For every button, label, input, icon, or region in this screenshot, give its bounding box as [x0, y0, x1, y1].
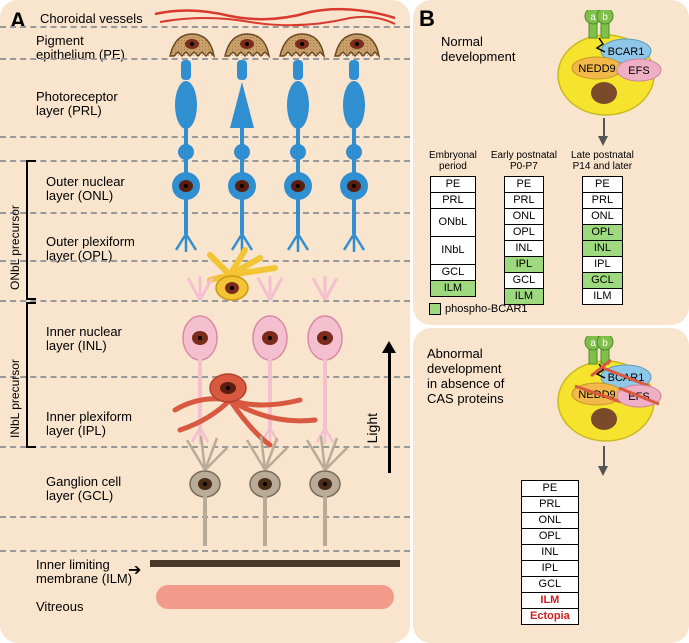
abnormal-cell-svg: BCAR1 NEDD9 EFS a b — [531, 336, 681, 446]
layer-label-prl: Photoreceptor layer (PRL) — [36, 90, 118, 118]
table-cell: ONL — [522, 513, 579, 529]
dev-column: Early postnatal P0-P7PEPRLONLOPLINLIPLGC… — [491, 150, 557, 305]
table-cell: IPL — [583, 257, 623, 273]
arrow-stem-icon — [603, 118, 605, 138]
precursor-bracket — [26, 160, 34, 300]
table-cell: OPL — [504, 225, 544, 241]
precursor-bracket — [26, 302, 34, 448]
table-cell: GCL — [583, 273, 623, 289]
table-cell: ONL — [504, 209, 544, 225]
light-arrow — [382, 341, 396, 473]
table-cell: INL — [522, 545, 579, 561]
table-cell: IPL — [504, 257, 544, 273]
efs-label: EFS — [628, 65, 649, 77]
svg-text:a: a — [590, 338, 596, 349]
table-cell: GCL — [430, 265, 476, 281]
light-label: Light — [364, 413, 380, 443]
panel-a-label: A — [10, 8, 26, 34]
phospho-legend: phospho-BCAR1 — [429, 303, 528, 315]
table-cell: INbL — [430, 237, 476, 265]
ilm-line — [150, 560, 400, 567]
layer-label-vitreous: Vitreous — [36, 600, 83, 614]
table-cell: ILM — [583, 289, 623, 305]
precursor-label: INbL precursor — [8, 312, 22, 438]
column-title: Late postnatal P14 and later — [571, 150, 634, 174]
panel-b-label: B — [419, 6, 435, 32]
arrow-down-icon — [598, 466, 608, 476]
ilm-arrow-icon: ➔ — [128, 560, 141, 580]
table-cell: INL — [504, 241, 544, 257]
vitreous-bar — [156, 585, 394, 609]
precursor-label: ONbL precursor — [8, 170, 22, 290]
dev-column: Embryonal periodPEPRLONbLINbLGCLILM — [429, 150, 477, 305]
table-cell: ONbL — [430, 209, 476, 237]
arrow-down-icon — [598, 136, 608, 146]
table-cell: PE — [504, 177, 544, 193]
svg-text:a: a — [590, 12, 596, 23]
panel-a-drawing — [150, 0, 400, 643]
table-cell: OPL — [522, 529, 579, 545]
dev-stage-table: PEPRLONLOPLINLIPLGCLILM — [504, 176, 545, 305]
table-cell: GCL — [504, 273, 544, 289]
layer-label-onl: Outer nuclear layer (ONL) — [46, 175, 125, 203]
table-cell: PE — [430, 177, 476, 193]
panel-b-bottom: Abnormal development in absence of CAS p… — [413, 328, 689, 643]
layer-label-ilm: Inner limiting membrane (ILM) — [36, 558, 132, 586]
layer-label-ipl: Inner plexiform layer (IPL) — [46, 410, 132, 438]
table-cell: ILM — [430, 281, 476, 297]
abnormal-dev-title: Abnormal development in absence of CAS p… — [427, 346, 504, 406]
panel-b: B Normal development BCAR1 NEDD9 EFS a b — [413, 0, 689, 643]
abnormal-table: PEPRLONLOPLINLIPLGCLILMEctopia — [521, 480, 579, 625]
svg-text:b: b — [602, 12, 608, 23]
layer-label-gcl: Ganglion cell layer (GCL) — [46, 475, 121, 503]
layer-label-opl: Outer plexiform layer (OPL) — [46, 235, 135, 263]
svg-text:b: b — [602, 338, 608, 349]
panel-a: A Choroidal vesselsPigment epithelium (P… — [0, 0, 410, 643]
normal-dev-title: Normal development — [441, 34, 515, 64]
table-cell: PRL — [522, 497, 579, 513]
normal-cell-svg: BCAR1 NEDD9 EFS a b — [531, 10, 681, 120]
table-cell: PE — [583, 177, 623, 193]
table-cell: Ectopia — [522, 609, 579, 625]
layer-label-inl: Inner nuclear layer (INL) — [46, 325, 122, 353]
arrow-stem-icon — [603, 446, 605, 468]
dev-tables: Embryonal periodPEPRLONbLINbLGCLILMEarly… — [429, 150, 634, 305]
table-cell: PRL — [430, 193, 476, 209]
column-title: Embryonal period — [429, 150, 477, 174]
layer-label-choroid: Choroidal vessels — [40, 12, 143, 26]
ganglion-cells — [187, 436, 347, 546]
table-cell: PRL — [504, 193, 544, 209]
table-cell: ILM — [522, 593, 579, 609]
table-cell: PRL — [583, 193, 623, 209]
table-cell: IPL — [522, 561, 579, 577]
table-cell: GCL — [522, 577, 579, 593]
legend-swatch — [429, 303, 441, 315]
column-title: Early postnatal P0-P7 — [491, 150, 557, 174]
abnormal-stage-table: PEPRLONLOPLINLIPLGCLILMEctopia — [521, 480, 579, 625]
table-cell: OPL — [583, 225, 623, 241]
table-cell: INL — [583, 241, 623, 257]
choroidal-vessels — [155, 9, 395, 25]
table-cell: ONL — [583, 209, 623, 225]
rpe-cells — [170, 34, 379, 56]
dev-stage-table: PEPRLONbLINbLGCLILM — [430, 176, 477, 297]
photoreceptors — [172, 60, 368, 252]
retina-svg — [150, 0, 400, 643]
table-cell: PE — [522, 481, 579, 497]
bcar1-label: BCAR1 — [608, 46, 645, 58]
dev-column: Late postnatal P14 and laterPEPRLONLOPLI… — [571, 150, 634, 305]
legend-text: phospho-BCAR1 — [445, 303, 528, 315]
dev-stage-table: PEPRLONLOPLINLIPLGCLILM — [582, 176, 623, 305]
nedd9-label: NEDD9 — [578, 63, 615, 75]
figure: A Choroidal vesselsPigment epithelium (P… — [0, 0, 689, 643]
panel-b-top: B Normal development BCAR1 NEDD9 EFS a b — [413, 0, 689, 325]
